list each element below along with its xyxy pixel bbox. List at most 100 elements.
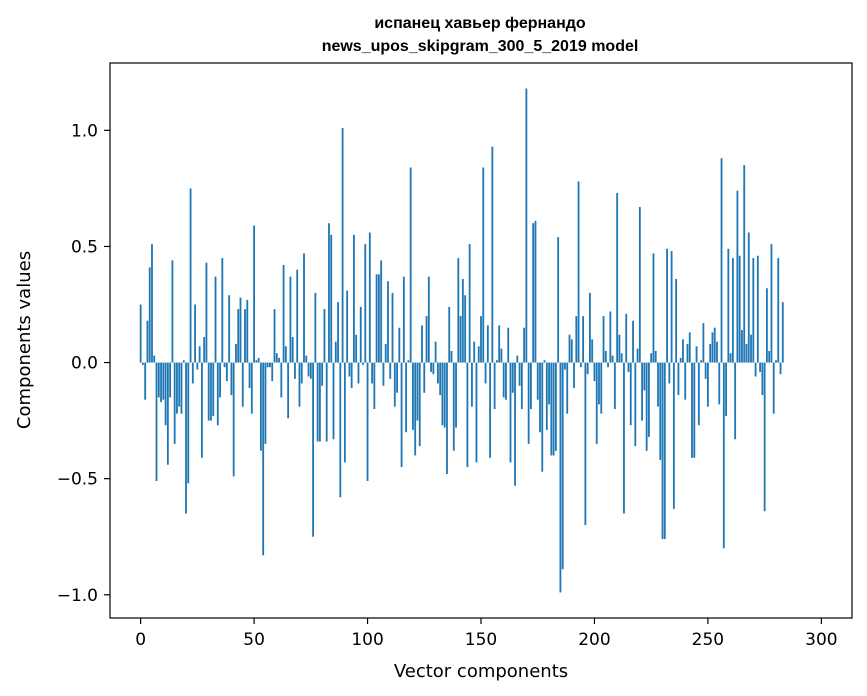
bar <box>382 362 385 386</box>
bar <box>634 362 637 447</box>
bar <box>402 276 405 363</box>
x-tick-label: 100 <box>351 630 383 650</box>
bar <box>146 320 149 363</box>
bar <box>318 362 321 442</box>
bar <box>182 360 185 363</box>
bar <box>266 362 269 368</box>
bar <box>200 362 203 458</box>
bar <box>298 362 301 407</box>
bar <box>398 327 401 363</box>
bar <box>725 362 727 416</box>
bar <box>559 362 562 593</box>
bar <box>418 362 421 447</box>
bar <box>704 362 707 379</box>
bar <box>482 167 485 363</box>
bar <box>296 269 299 363</box>
bar <box>228 295 231 363</box>
bar <box>489 362 491 458</box>
bar <box>219 362 221 398</box>
bar <box>421 325 423 363</box>
bar-series <box>139 88 784 593</box>
bar <box>214 276 217 363</box>
bar <box>645 362 648 451</box>
bar <box>530 362 532 409</box>
bar <box>334 341 337 363</box>
bar <box>675 278 678 363</box>
bar <box>620 353 623 363</box>
bar <box>425 316 428 363</box>
bar <box>582 316 585 363</box>
bar <box>505 362 507 400</box>
bar <box>461 278 464 363</box>
bar <box>171 260 174 363</box>
bar <box>368 232 371 363</box>
bar <box>638 206 641 363</box>
bar <box>443 362 446 428</box>
bar <box>736 190 739 363</box>
bar <box>709 343 712 363</box>
bar <box>598 362 600 405</box>
bar <box>203 337 206 363</box>
bar <box>441 362 444 426</box>
bar <box>591 339 594 363</box>
bar <box>223 362 226 368</box>
bar <box>393 362 396 407</box>
bar <box>525 88 528 363</box>
bar <box>160 362 162 403</box>
bar <box>380 260 383 363</box>
bar <box>670 251 673 363</box>
bar <box>330 234 333 363</box>
bar <box>548 362 550 405</box>
bar <box>722 362 725 549</box>
x-tick-label: 200 <box>578 630 610 650</box>
bar <box>564 362 566 370</box>
bar <box>325 362 328 442</box>
bar <box>366 362 369 481</box>
bar <box>713 327 716 363</box>
bar <box>194 304 196 363</box>
x-axis-label: Vector components <box>394 661 568 682</box>
bar <box>169 362 172 398</box>
bar <box>225 362 228 382</box>
bar <box>718 362 721 405</box>
y-tick-label: 0.0 <box>71 354 98 374</box>
bar <box>278 357 280 363</box>
bar <box>384 343 387 363</box>
bar <box>432 362 435 375</box>
bar <box>543 360 546 363</box>
bar <box>291 337 294 363</box>
bar <box>173 362 176 444</box>
bar <box>550 362 553 456</box>
bar <box>607 362 609 368</box>
bar <box>151 244 153 363</box>
bar <box>641 362 644 421</box>
bar <box>491 146 494 363</box>
y-tick-label: −0.5 <box>57 470 98 490</box>
bar <box>720 158 723 363</box>
bar <box>666 248 668 363</box>
bar <box>430 362 432 372</box>
bar <box>539 362 541 433</box>
bar <box>668 362 671 384</box>
bar <box>455 362 457 428</box>
bar <box>661 362 664 540</box>
bar <box>157 362 160 398</box>
bar <box>144 362 147 400</box>
bar <box>584 362 587 526</box>
bar <box>741 330 743 363</box>
bar <box>702 323 705 363</box>
bar <box>412 362 414 430</box>
bar <box>343 362 346 463</box>
y-axis-label: Components values <box>14 251 35 429</box>
bar <box>423 362 426 393</box>
bar <box>196 362 199 370</box>
bar <box>777 258 780 363</box>
bar <box>672 362 675 509</box>
y-axis: −1.0 −0.5 0.0 0.5 1.0 <box>57 121 110 606</box>
y-tick-label: 1.0 <box>71 121 98 141</box>
bar <box>294 362 296 379</box>
bar <box>241 362 244 407</box>
bar <box>309 362 312 379</box>
bar <box>271 362 274 382</box>
